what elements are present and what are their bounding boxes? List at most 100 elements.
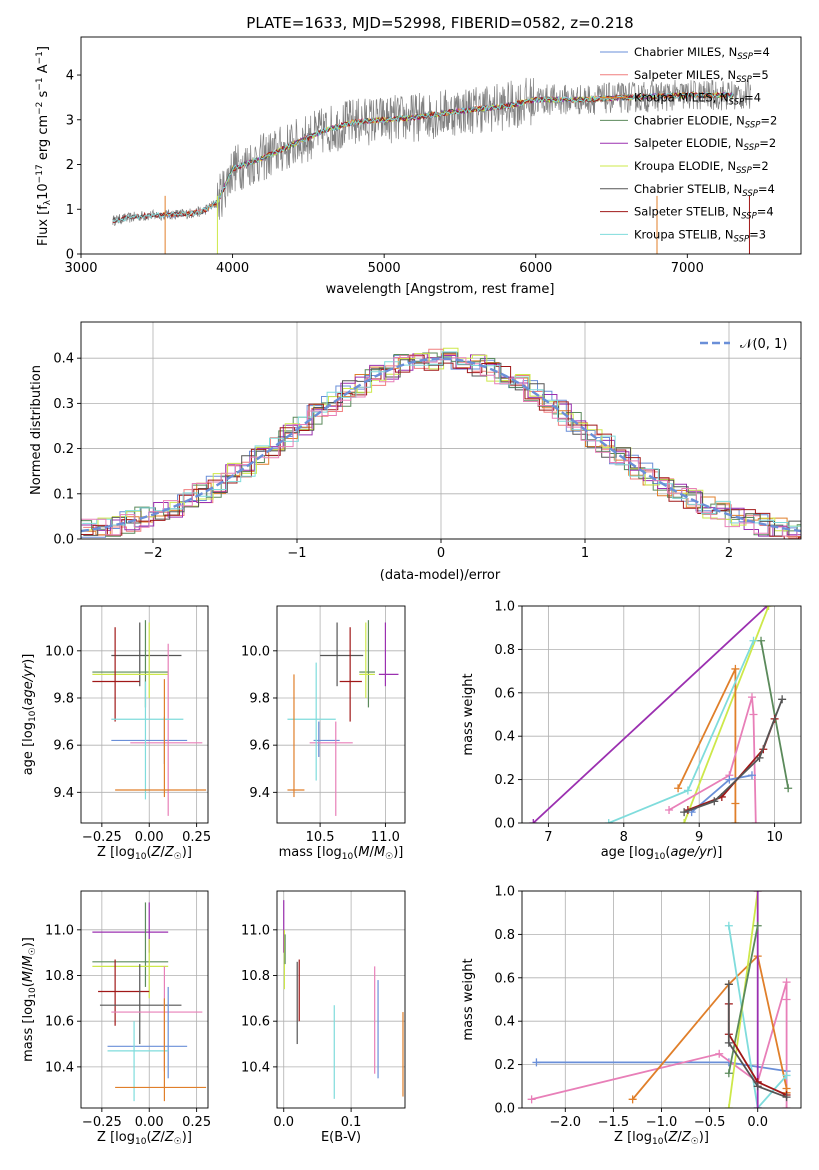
legend-sub: SSP [736,166,752,176]
weight-marker [731,799,740,808]
x-tick-label: −2 [143,546,162,561]
weight-line-chabrier_stelib [727,984,787,1099]
y-tick-label: 11.0 [241,923,270,938]
age-vs-metallicity-panel: −0.25 0.00 0.259.49.69.810.0Z [log10(Z/Z☉)… [21,605,211,862]
label-part: M [374,845,385,860]
plot-area [81,347,801,539]
y-tick-label: 0.0 [494,817,515,832]
label-part: age/yr [21,662,36,705]
weight-marker [683,786,692,795]
axes-frame [80,890,209,1109]
weight-marker [747,771,756,780]
x-tick-label: 0.00 [135,1115,164,1130]
legend-label: Salpeter MILES, NSSP=5 [634,68,769,85]
label-part: 10 [28,710,38,722]
label-part: Z [log [614,1130,652,1145]
legend-tail: =5 [752,68,769,82]
label-part: 10 [135,852,147,862]
legend-label: Kroupa MILES, NSSP=4 [634,91,761,108]
histogram-step-kroupa_miles [81,353,801,538]
weight-marker [749,710,758,719]
y-tick-label: 1 [66,203,74,218]
weight-marker [529,819,538,823]
legend-label: Salpeter ELODIE, NSSP=2 [634,136,776,153]
weight-line-salpeter_elodie [532,606,768,823]
label-part: Z [164,1130,175,1145]
y-tick-label: 11.0 [45,923,74,938]
weight-marker [751,819,760,823]
label-part: −1 [35,77,45,90]
plot-area [529,606,793,823]
weight-marker [527,1095,536,1104]
label-part: −17 [35,164,45,183]
y-tick-label: 0.2 [53,442,74,457]
label-part: age [log [21,722,36,775]
legend-sub: SSP [744,143,760,153]
weight-marker [782,995,791,1004]
weight-marker [680,819,689,823]
x-axis-label: Z [log10(Z/Z☉)] [97,1130,192,1147]
x-tick-label: −1.5 [598,1115,630,1130]
label-part: ( [663,1130,668,1145]
label-part: ☉ [28,947,38,955]
label-part: −2 [35,102,45,115]
axes-frame [80,36,802,255]
axes-frame [276,605,406,824]
legend-label: Chabrier STELIB, NSSP=4 [634,182,775,199]
histogram-step-chabrier_stelib [83,352,801,537]
y-tick-label: 3 [66,113,74,128]
x-tick-label: 5000 [368,261,401,276]
weight-marker [757,636,766,645]
label-part: λ [43,199,53,205]
label-part: / [677,1130,682,1145]
legend-text: Salpeter ELODIE, N [634,136,744,150]
y-tick-label: 0.8 [494,643,515,658]
y-tick-label: 0.1 [53,487,74,502]
x-tick-label: 0.0 [747,1115,768,1130]
legend-label: 𝒩(0, 1) [740,337,787,352]
normal-curve [81,357,801,533]
y-tick-label: 0.3 [53,397,74,412]
label-part: / [160,1130,165,1145]
legend-tail: =4 [744,91,761,105]
weight-marker [724,921,733,930]
histogram-step-chabrier_miles [81,354,801,539]
x-tick-label: 6000 [519,261,552,276]
y-tick-label: 0 [66,248,74,263]
label-part: A [36,64,51,77]
legend-tail: =2 [759,136,776,150]
legend-sub: SSP [734,234,750,244]
x-tick-label: 9 [695,830,703,845]
x-axis-label: (data-model)/error [380,568,501,583]
plot-area [527,891,791,1108]
label-part: / [160,845,165,860]
weight-marker [724,980,733,989]
weight-marker [782,1104,791,1108]
label-part: ☉ [691,1137,699,1147]
x-tick-label: 0.0 [273,1115,294,1130]
label-part: Z [log [97,845,135,860]
histogram-step-salpeter_miles [83,348,801,539]
label-part: Z [151,1130,162,1145]
x-tick-label: −0.5 [694,1115,726,1130]
weight-marker [680,808,689,817]
legend-text: Salpeter MILES, N [634,68,736,82]
weight-marker [604,819,613,823]
legend-tail: =4 [753,45,770,59]
legend-tail: =4 [757,205,774,219]
weight-marker [778,695,787,704]
label-part: ( [21,982,36,987]
legend-text: Kroupa STELIB, N [634,227,734,241]
y-tick-label: 10.0 [45,644,74,659]
label-part: −1 [35,51,45,64]
weight-marker [628,1095,637,1104]
label-part: 10 [342,852,354,862]
legend-sub: SSP [741,212,757,222]
legend-sub: SSP [742,189,758,199]
label-part: 10 [36,183,51,200]
weight-line-kroupa_miles [677,668,737,823]
x-axis-label: age [log10(age/yr)] [601,845,723,862]
plot-area [287,620,399,816]
x-axis-label: Z [log10(Z/Z☉)] [614,1130,709,1147]
y-tick-label: 0.2 [494,1058,515,1073]
